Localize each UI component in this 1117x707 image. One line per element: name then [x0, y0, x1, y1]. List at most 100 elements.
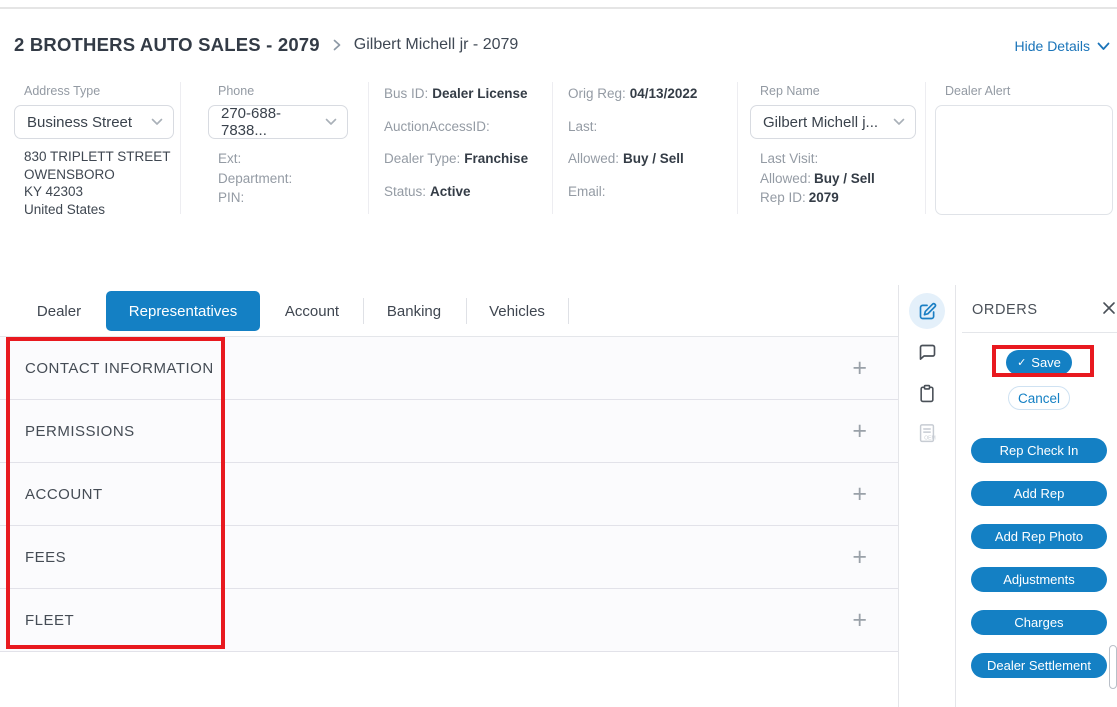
field-row: Rep ID: 2079 [760, 190, 839, 205]
field-row: Allowed: Buy / Sell [760, 170, 875, 186]
field-row: Ext: [218, 151, 242, 166]
rep-name-label: Rep Name [760, 84, 820, 98]
rep-breadcrumb-title: Gilbert Michell jr - 2079 [353, 36, 519, 53]
field-row: Department: [218, 170, 293, 186]
field-row: PIN: [218, 190, 245, 205]
section-fleet[interactable]: FLEET + [0, 589, 898, 652]
column-divider [552, 82, 553, 214]
save-button[interactable]: ✓ Save [1006, 350, 1072, 375]
tab-account[interactable]: Account [284, 302, 340, 320]
oem-document-icon: OEM [916, 422, 938, 446]
edit-icon [917, 301, 938, 322]
section-fees[interactable]: FEES + [0, 526, 898, 589]
tab-dealer[interactable]: Dealer [36, 302, 82, 320]
section-contact-information[interactable]: CONTACT INFORMATION + [0, 337, 898, 400]
hide-details-label: Hide Details [1014, 38, 1090, 54]
rep-name-value: Gilbert Michell j... [763, 113, 879, 131]
field-row: Allowed: Buy / Sell [568, 151, 684, 166]
tab-representatives[interactable]: Representatives [106, 291, 260, 331]
field-row: Last: [568, 118, 598, 134]
charges-button[interactable]: Charges [971, 610, 1107, 635]
rep-name-select[interactable]: Gilbert Michell j... [750, 105, 916, 139]
orders-panel-title: ORDERS [972, 302, 1038, 318]
chevron-down-icon [151, 118, 163, 126]
section-label: FEES [25, 548, 67, 566]
plus-icon[interactable]: + [852, 542, 867, 571]
clipboard-icon [917, 383, 937, 404]
breadcrumb: 2 BROTHERS AUTO SALES - 2079 Gilbert Mic… [14, 34, 518, 56]
plus-icon[interactable]: + [852, 416, 867, 445]
chevron-down-icon [325, 118, 337, 126]
tab-divider [363, 298, 364, 324]
phone-fields: Ext: Department: PIN: [218, 149, 348, 208]
tab-vehicles[interactable]: Vehicles [489, 302, 545, 320]
column-divider [737, 82, 738, 214]
section-label: PERMISSIONS [25, 422, 135, 440]
dealer-breadcrumb-title[interactable]: 2 BROTHERS AUTO SALES - 2079 [14, 34, 320, 55]
close-icon[interactable] [1102, 301, 1116, 315]
tab-divider [568, 298, 569, 324]
field-row: Last Visit: [760, 151, 819, 166]
address-type-value: Business Street [27, 113, 133, 131]
clipboard-button[interactable] [909, 375, 945, 411]
field-row: AuctionAccessID: [384, 118, 490, 134]
tab-banking[interactable]: Banking [386, 302, 442, 320]
adjustments-button[interactable]: Adjustments [971, 567, 1107, 592]
phone-label: Phone [218, 84, 255, 98]
address-column: Address Type Business Street 830 TRIPLET… [14, 84, 174, 218]
rep-column: Rep Name Gilbert Michell j... Last Visit… [750, 84, 916, 208]
hide-details-link[interactable]: Hide Details [1015, 38, 1110, 54]
section-label: CONTACT INFORMATION [25, 359, 214, 377]
dealer-alert-column: Dealer Alert [935, 84, 1113, 215]
field-row: Status: Active [384, 183, 471, 199]
svg-text:OEM: OEM [924, 436, 935, 442]
plus-icon[interactable]: + [852, 605, 867, 634]
cancel-button[interactable]: Cancel [1008, 386, 1070, 410]
side-icon-rail: OEM [898, 285, 956, 707]
registration-column: Orig Reg: 04/13/2022 Last: Allowed: Buy / … [568, 86, 730, 216]
rep-check-in-button[interactable]: Rep Check In [971, 438, 1107, 463]
oem-report-button: OEM [909, 416, 945, 452]
plus-icon[interactable]: + [852, 479, 867, 508]
orders-panel: ORDERS ✓ Save Cancel Rep Check In Add Re… [956, 285, 1117, 707]
address-type-label: Address Type [24, 84, 101, 98]
chevron-down-icon [1097, 42, 1110, 51]
tab-divider [466, 298, 467, 324]
address-type-select[interactable]: Business Street [14, 105, 174, 139]
field-row: Bus ID: Dealer License [384, 86, 528, 101]
add-rep-photo-button[interactable]: Add Rep Photo [971, 524, 1107, 549]
dealer-alert-input[interactable] [935, 105, 1113, 215]
dealer-alert-label: Dealer Alert [945, 84, 1011, 98]
address-line: 830 TRIPLETT STREET [24, 149, 171, 164]
plus-icon[interactable]: + [852, 353, 867, 382]
dealer-settlement-button[interactable]: Dealer Settlement [971, 653, 1107, 678]
check-icon: ✓ [1017, 357, 1027, 369]
accordion-sections: CONTACT INFORMATION + PERMISSIONS + ACCO… [0, 337, 898, 652]
edit-button[interactable] [909, 293, 945, 329]
add-rep-button[interactable]: Add Rep [971, 481, 1107, 506]
column-divider [180, 82, 181, 214]
top-divider [0, 7, 1117, 9]
field-row: Orig Reg: 04/13/2022 [568, 86, 698, 101]
chevron-down-icon [893, 118, 905, 126]
orders-header-divider [962, 332, 1117, 333]
business-column: Bus ID: Dealer License AuctionAccessID: D… [384, 86, 546, 216]
address-line: KY 42303 [24, 184, 84, 199]
section-label: FLEET [25, 611, 75, 629]
phone-select[interactable]: 270-688-7838... [208, 105, 348, 139]
dealer-address: 830 TRIPLETT STREET OWENSBORO KY 42303 U… [24, 148, 174, 218]
section-permissions[interactable]: PERMISSIONS + [0, 400, 898, 463]
section-account[interactable]: ACCOUNT + [0, 463, 898, 526]
address-line: United States [24, 201, 106, 217]
field-row: Dealer Type: Franchise [384, 151, 529, 166]
phone-column: Phone 270-688-7838... Ext: Department: P… [208, 84, 348, 208]
address-line: OWENSBORO [24, 166, 115, 182]
breadcrumb-chevron-icon [332, 38, 342, 52]
comment-button[interactable] [909, 334, 945, 370]
scrollbar-thumb[interactable] [1109, 645, 1117, 689]
tab-bar: Dealer Representatives Account Banking V… [0, 285, 898, 337]
phone-value: 270-688-7838... [221, 105, 282, 139]
field-row: Email: [568, 183, 606, 199]
comment-icon [917, 342, 938, 363]
